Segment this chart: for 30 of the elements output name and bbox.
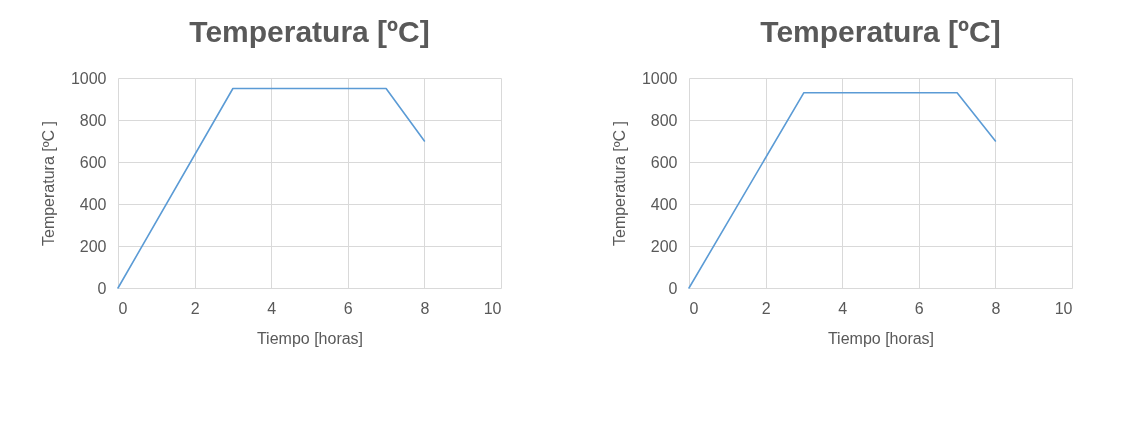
chart-title: Temperatura [ºC] <box>189 15 430 48</box>
x-tick-label: 4 <box>267 299 277 317</box>
y-tick-label: 400 <box>650 195 678 213</box>
y-tick-label: 600 <box>79 153 107 171</box>
chart-title: Temperatura [ºC] <box>760 15 1001 48</box>
x-axis-title: Tiempo [horas] <box>827 329 935 347</box>
y-tick-label: 1000 <box>641 69 678 87</box>
y-tick-label: 800 <box>650 111 678 129</box>
y-tick-label: 200 <box>650 237 678 255</box>
x-tick-label: 10 <box>1054 299 1073 317</box>
y-tick-label: 0 <box>668 279 678 297</box>
x-tick-label: 10 <box>483 299 502 317</box>
x-tick-label: 8 <box>420 299 430 317</box>
y-axis-title: Temperatura [ºC ] <box>39 121 57 246</box>
x-tick-label: 0 <box>118 299 128 317</box>
y-tick-label: 400 <box>79 195 107 213</box>
x-tick-label: 4 <box>838 299 848 317</box>
y-tick-label: 1000 <box>70 69 107 87</box>
x-axis-title: Tiempo [horas] <box>256 329 364 347</box>
x-tick-label: 6 <box>914 299 924 317</box>
y-tick-label: 800 <box>79 111 107 129</box>
x-tick-label: 2 <box>761 299 771 317</box>
x-tick-label: 2 <box>190 299 200 317</box>
y-tick-label: 200 <box>79 237 107 255</box>
y-axis-title: Temperatura [ºC ] <box>610 121 628 246</box>
x-tick-label: 0 <box>689 299 699 317</box>
y-tick-label: 600 <box>650 153 678 171</box>
x-tick-label: 8 <box>991 299 1001 317</box>
x-tick-label: 6 <box>343 299 353 317</box>
y-tick-label: 0 <box>97 279 107 297</box>
